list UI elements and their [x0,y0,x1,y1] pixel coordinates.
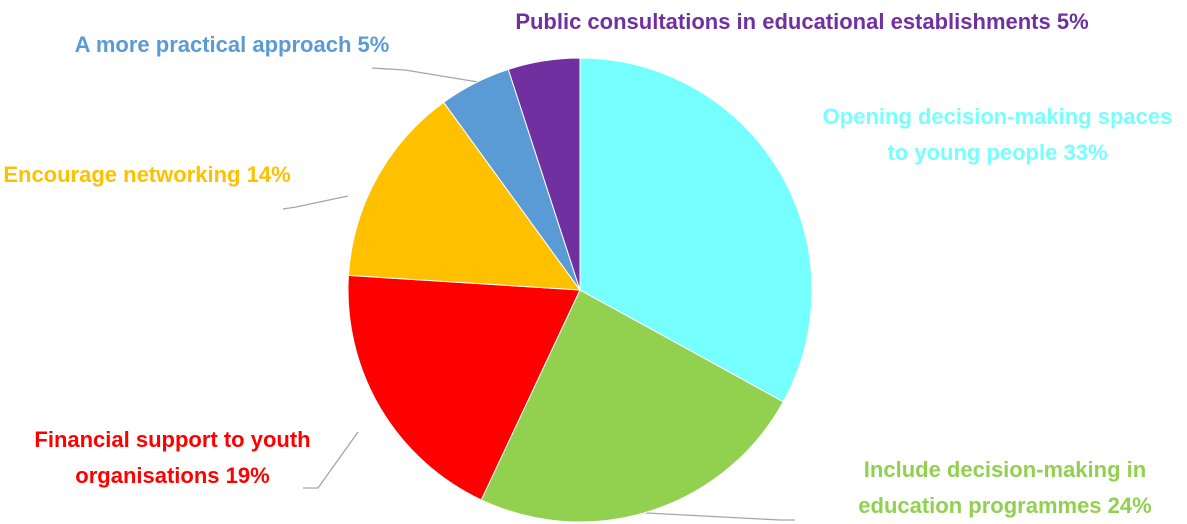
pie-slice [480,289,784,522]
value-label: 24% [1107,493,1152,518]
slice-label: Public consultations in educational esta… [442,4,1162,40]
value-label: 19% [225,463,270,488]
slice-label: Financial support to youth organisations… [0,422,345,494]
category-label: Opening decision-making spaces to young … [822,104,1173,165]
slice-label: Include decision-making in education pro… [830,452,1180,524]
leader-line [303,431,359,489]
slice-label: Opening decision-making spaces to young … [810,99,1185,171]
category-label: Public consultations in educational esta… [515,9,1051,34]
value-label: 14% [246,162,291,187]
pie-slice [347,101,582,291]
leader-line [282,195,349,210]
category-label: Include decision-making in education pro… [858,457,1147,518]
value-label: 5% [1056,9,1089,34]
pie-slice [507,57,581,291]
pie-slice [579,57,813,403]
leader-lines [282,67,795,521]
category-label: Encourage networking [3,162,241,187]
category-label: Financial support to youth organisations [34,427,311,488]
leader-line [371,67,479,83]
value-label: 33% [1063,140,1108,165]
category-label: A more practical approach [74,32,352,57]
slice-label: Encourage networking 14% [2,157,292,193]
pie-slice [347,274,581,501]
slice-label: A more practical approach 5% [32,27,432,63]
pie [347,57,813,522]
leader-line [627,511,795,521]
value-label: 5% [357,32,390,57]
